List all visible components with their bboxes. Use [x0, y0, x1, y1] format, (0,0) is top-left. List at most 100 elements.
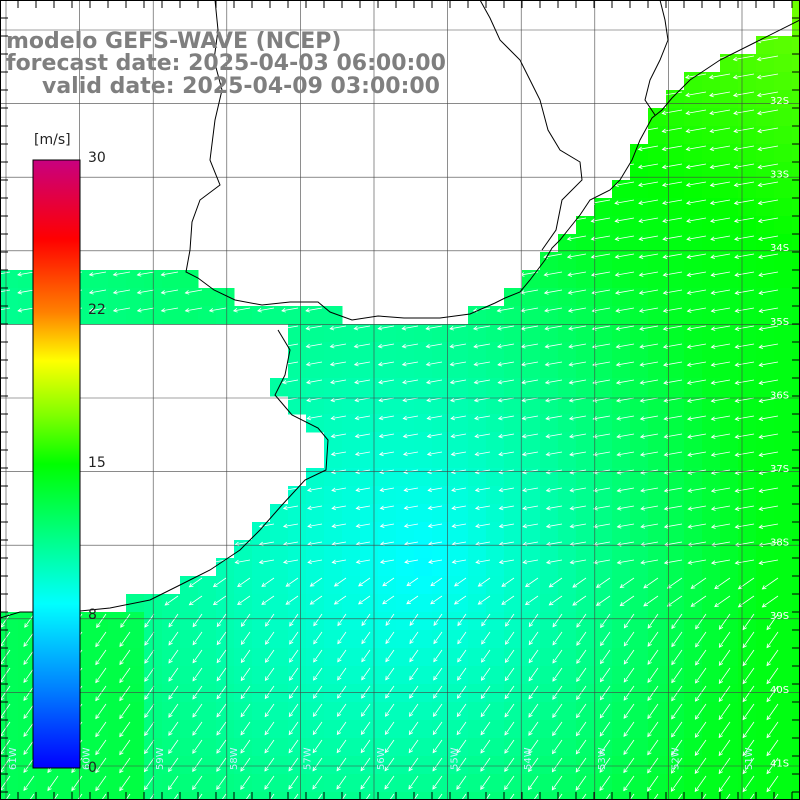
speed-cell [720, 432, 739, 451]
speed-cell [576, 540, 595, 559]
wind-arrow [616, 451, 635, 457]
wind-arrow [119, 703, 131, 720]
wind-arrow [498, 433, 515, 439]
wind-arrow [430, 577, 443, 587]
wind-arrow [695, 649, 707, 666]
wind-arrow [661, 181, 683, 188]
speed-cell [738, 162, 757, 181]
wind-arrow [160, 325, 179, 331]
speed-cell [18, 792, 37, 800]
speed-cell [414, 558, 433, 577]
speed-cell [468, 612, 487, 631]
speed-cell [432, 774, 451, 793]
wind-arrow [168, 649, 179, 664]
speed-cell [450, 468, 469, 487]
speed-cell [720, 108, 739, 127]
speed-cell [648, 324, 667, 343]
speed-cell [306, 486, 325, 505]
speed-cell [432, 504, 451, 523]
wind-arrow [614, 235, 635, 241]
wind-arrow [361, 685, 371, 699]
speed-cell [198, 612, 217, 631]
wind-arrow [0, 325, 11, 329]
speed-cell [720, 468, 739, 487]
speed-cell [792, 630, 800, 649]
wind-arrow [360, 775, 371, 790]
speed-cell [414, 738, 433, 757]
speed-cell [288, 684, 307, 703]
speed-cell [324, 324, 343, 343]
speed-cell [252, 702, 271, 721]
speed-cell [432, 792, 451, 800]
wind-arrow [136, 289, 155, 295]
speed-cell [288, 756, 307, 775]
wind-arrow [23, 757, 35, 773]
wind-arrow [233, 325, 251, 331]
speed-cell [288, 306, 307, 325]
speed-cell [216, 288, 235, 307]
wind-arrow [647, 631, 659, 647]
speed-cell [666, 288, 685, 307]
speed-cell [648, 180, 667, 199]
speed-cell [702, 756, 721, 775]
wind-arrow [710, 379, 731, 385]
wind-arrow [305, 325, 323, 331]
speed-cell [216, 720, 235, 739]
wind-arrow [695, 631, 707, 648]
wind-arrow [663, 397, 683, 403]
wind-arrow [566, 235, 587, 241]
wind-arrow [758, 289, 779, 295]
speed-cell [594, 558, 613, 577]
wind-arrow [616, 505, 635, 511]
speed-cell [522, 450, 541, 469]
wind-arrow [695, 613, 707, 630]
wind-arrow [758, 505, 779, 511]
speed-cell [288, 324, 307, 343]
wind-arrow [498, 523, 515, 529]
wind-arrow [289, 649, 299, 663]
wind-arrow [306, 487, 323, 493]
speed-cell [648, 432, 667, 451]
wind-arrow [619, 595, 635, 607]
speed-cell [522, 468, 541, 487]
speed-cell [396, 414, 415, 433]
wind-arrow [595, 595, 611, 606]
speed-cell [414, 342, 433, 361]
wind-arrow [409, 685, 419, 699]
wind-arrow [639, 415, 659, 421]
speed-cell [648, 252, 667, 271]
speed-cell [594, 234, 613, 253]
speed-cell [702, 252, 721, 271]
speed-cell [738, 576, 757, 595]
speed-cell [288, 540, 307, 559]
speed-cell [504, 630, 523, 649]
speed-cell [774, 486, 793, 505]
speed-cell [576, 792, 595, 800]
speed-cell [774, 684, 793, 703]
speed-cell [702, 666, 721, 685]
wind-arrow [456, 703, 467, 718]
wind-arrow [312, 721, 323, 736]
wind-arrow [623, 613, 635, 629]
speed-cell [558, 576, 577, 595]
speed-cell [486, 378, 505, 397]
wind-arrow [568, 415, 587, 421]
speed-cell [720, 504, 739, 523]
wind-arrow [385, 613, 395, 626]
speed-cell [666, 414, 685, 433]
wind-arrow [758, 343, 779, 349]
speed-cell [774, 702, 793, 721]
speed-cell [450, 540, 469, 559]
speed-cell [540, 738, 559, 757]
wind-arrow [240, 613, 251, 627]
speed-cell [792, 288, 800, 307]
speed-cell [486, 396, 505, 415]
speed-cell [558, 504, 577, 523]
wind-arrow [240, 739, 251, 754]
wind-arrow [402, 379, 419, 385]
wind-arrow [557, 793, 563, 800]
wind-arrow [53, 793, 59, 800]
speed-cell [792, 504, 800, 523]
wind-arrow [160, 307, 179, 313]
wind-arrow [638, 181, 659, 188]
